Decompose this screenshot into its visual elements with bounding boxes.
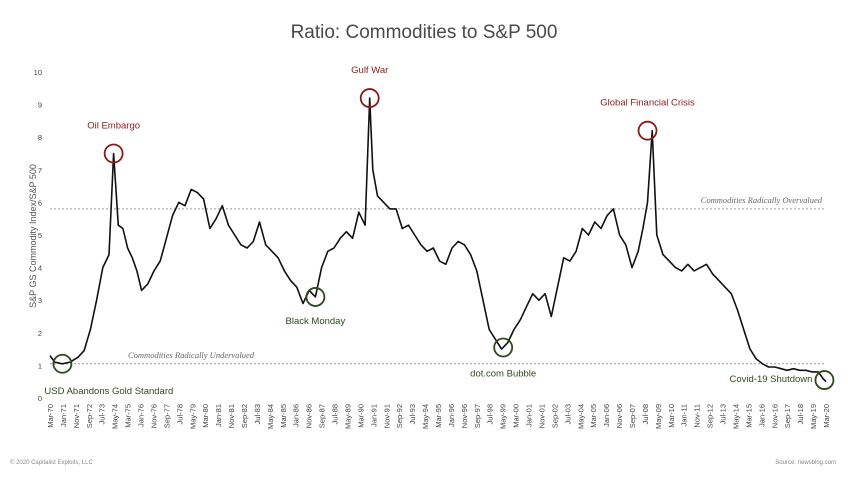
annotation-marker xyxy=(305,287,326,307)
annotation-label: Global Financial Crisis xyxy=(600,98,695,109)
reference-lines: Commodities Radically Overvalued Commodit… xyxy=(50,195,826,365)
x-tick-label: Nov-76 xyxy=(149,404,158,428)
annotation-marker xyxy=(103,143,124,164)
x-tick-label: Jan-71 xyxy=(59,404,68,427)
annotation-marker xyxy=(814,370,835,390)
y-tick-label: 1 xyxy=(38,361,42,370)
x-tick-label: Jul-18 xyxy=(796,404,805,424)
x-tick-label: May-94 xyxy=(421,404,430,429)
y-tick-label: 8 xyxy=(38,133,42,142)
x-tick-label: Sep-97 xyxy=(473,404,482,428)
y-axis-label: S&P GS Commodity Index/S&P 500 xyxy=(28,164,38,308)
x-tick-label: Jan-06 xyxy=(602,404,611,427)
x-axis-ticks: Mar-70 Jan-71 Nov-71 Sep-72 Jul-73 May-74 Mar-… xyxy=(46,404,831,429)
chart-title: Ratio: Commodities to S&P 500 xyxy=(291,22,558,43)
x-tick-label: May-99 xyxy=(499,404,508,429)
x-tick-label: Nov-96 xyxy=(460,404,469,428)
x-tick-label: Nov-91 xyxy=(382,404,391,428)
x-tick-label: Nov-71 xyxy=(72,404,81,428)
x-tick-label: Mar-20 xyxy=(822,404,831,428)
x-tick-label: Mar-90 xyxy=(356,404,365,428)
y-tick-label: 4 xyxy=(38,264,42,273)
x-tick-label: Nov-86 xyxy=(305,404,314,428)
x-tick-label: Mar-15 xyxy=(744,404,753,428)
x-tick-label: Jul-88 xyxy=(331,404,340,424)
source-note: Source: newsblog.com xyxy=(775,460,836,466)
x-tick-label: Nov-16 xyxy=(770,404,779,428)
annotation-label: Covid-19 Shutdown xyxy=(730,374,813,385)
x-tick-label: May-84 xyxy=(266,404,275,429)
x-tick-label: Sep-12 xyxy=(706,404,715,428)
x-tick-label: Jul-73 xyxy=(98,404,107,424)
x-tick-label: Mar-70 xyxy=(46,404,55,428)
x-tick-label: May-74 xyxy=(111,404,120,429)
y-tick-label: 0 xyxy=(38,394,42,403)
annotation-label: dot.com Bubble xyxy=(470,368,536,379)
annotations: Oil Embargo Gulf War Global Financial Cris… xyxy=(44,65,835,397)
y-tick-label: 2 xyxy=(38,329,42,338)
x-tick-label: May-79 xyxy=(188,404,197,429)
x-tick-label: Sep-92 xyxy=(395,404,404,428)
x-tick-label: Jul-83 xyxy=(253,404,262,424)
x-tick-label: Sep-72 xyxy=(85,404,94,428)
x-tick-label: Jan-01 xyxy=(525,404,534,427)
x-tick-label: Nov-81 xyxy=(227,404,236,428)
x-tick-label: Mar-95 xyxy=(434,404,443,428)
y-tick-label: 5 xyxy=(38,231,42,240)
x-tick-label: Nov-06 xyxy=(615,404,624,428)
annotation-marker xyxy=(637,120,658,141)
x-tick-label: Sep-82 xyxy=(240,404,249,428)
x-tick-label: Jul-98 xyxy=(486,404,495,424)
x-tick-label: Nov-11 xyxy=(693,404,702,428)
x-tick-label: Jul-78 xyxy=(175,404,184,424)
x-tick-label: May-14 xyxy=(731,404,740,429)
x-tick-label: May-19 xyxy=(809,404,818,429)
annotation-label: Black Monday xyxy=(286,316,346,327)
x-tick-label: Jan-96 xyxy=(447,404,456,427)
x-tick-label: Mar-05 xyxy=(589,404,598,428)
y-tick-label: 10 xyxy=(34,68,42,77)
x-tick-label: Mar-85 xyxy=(279,404,288,428)
annotation-label: Oil Embargo xyxy=(87,121,140,132)
x-tick-label: Sep-77 xyxy=(162,404,171,428)
x-tick-label: Jul-13 xyxy=(719,404,728,424)
annotation-marker xyxy=(359,88,380,108)
x-tick-label: Sep-87 xyxy=(318,404,327,428)
x-tick-label: Sep-17 xyxy=(783,404,792,428)
x-tick-label: Sep-02 xyxy=(550,404,559,428)
annotation-marker xyxy=(52,353,73,374)
x-tick-label: May-89 xyxy=(343,404,352,429)
x-tick-label: Jul-03 xyxy=(563,404,572,424)
x-tick-label: Nov-01 xyxy=(537,404,546,428)
copyright-note: © 2020 Capitalist Exploits, LLC xyxy=(10,459,93,466)
reference-line-label: Commodities Radically Undervalued xyxy=(128,350,255,360)
x-tick-label: May-04 xyxy=(576,404,585,429)
reference-line-label: Commodities Radically Overvalued xyxy=(701,195,823,205)
x-tick-label: May-09 xyxy=(654,404,663,429)
x-tick-label: Sep-07 xyxy=(628,404,637,428)
y-axis-ticks: 0 1 2 3 4 5 6 7 8 9 10 xyxy=(34,68,42,403)
series-line xyxy=(49,97,827,383)
annotation-marker xyxy=(493,337,514,358)
x-tick-label: Mar-80 xyxy=(201,404,210,428)
x-tick-label: Jan-76 xyxy=(137,404,146,427)
y-tick-label: 7 xyxy=(38,166,42,175)
x-tick-label: Jan-86 xyxy=(292,404,301,427)
x-tick-label: Jan-91 xyxy=(369,404,378,427)
annotation-label: USD Abandons Gold Standard xyxy=(44,386,173,397)
y-tick-label: 6 xyxy=(38,198,42,207)
x-tick-label: Jan-11 xyxy=(680,404,689,426)
series-layer xyxy=(49,97,827,383)
x-tick-label: Jul-08 xyxy=(641,404,650,424)
x-tick-label: Mar-75 xyxy=(124,404,133,428)
y-tick-label: 9 xyxy=(38,101,42,110)
x-tick-label: Jul-93 xyxy=(408,404,417,424)
x-tick-label: Mar-10 xyxy=(667,404,676,428)
x-tick-label: Jan-16 xyxy=(757,404,766,427)
x-tick-label: Jan-81 xyxy=(214,404,223,427)
y-tick-label: 3 xyxy=(38,296,42,305)
annotation-label: Gulf War xyxy=(351,65,388,76)
x-tick-label: Mar-00 xyxy=(512,404,521,428)
